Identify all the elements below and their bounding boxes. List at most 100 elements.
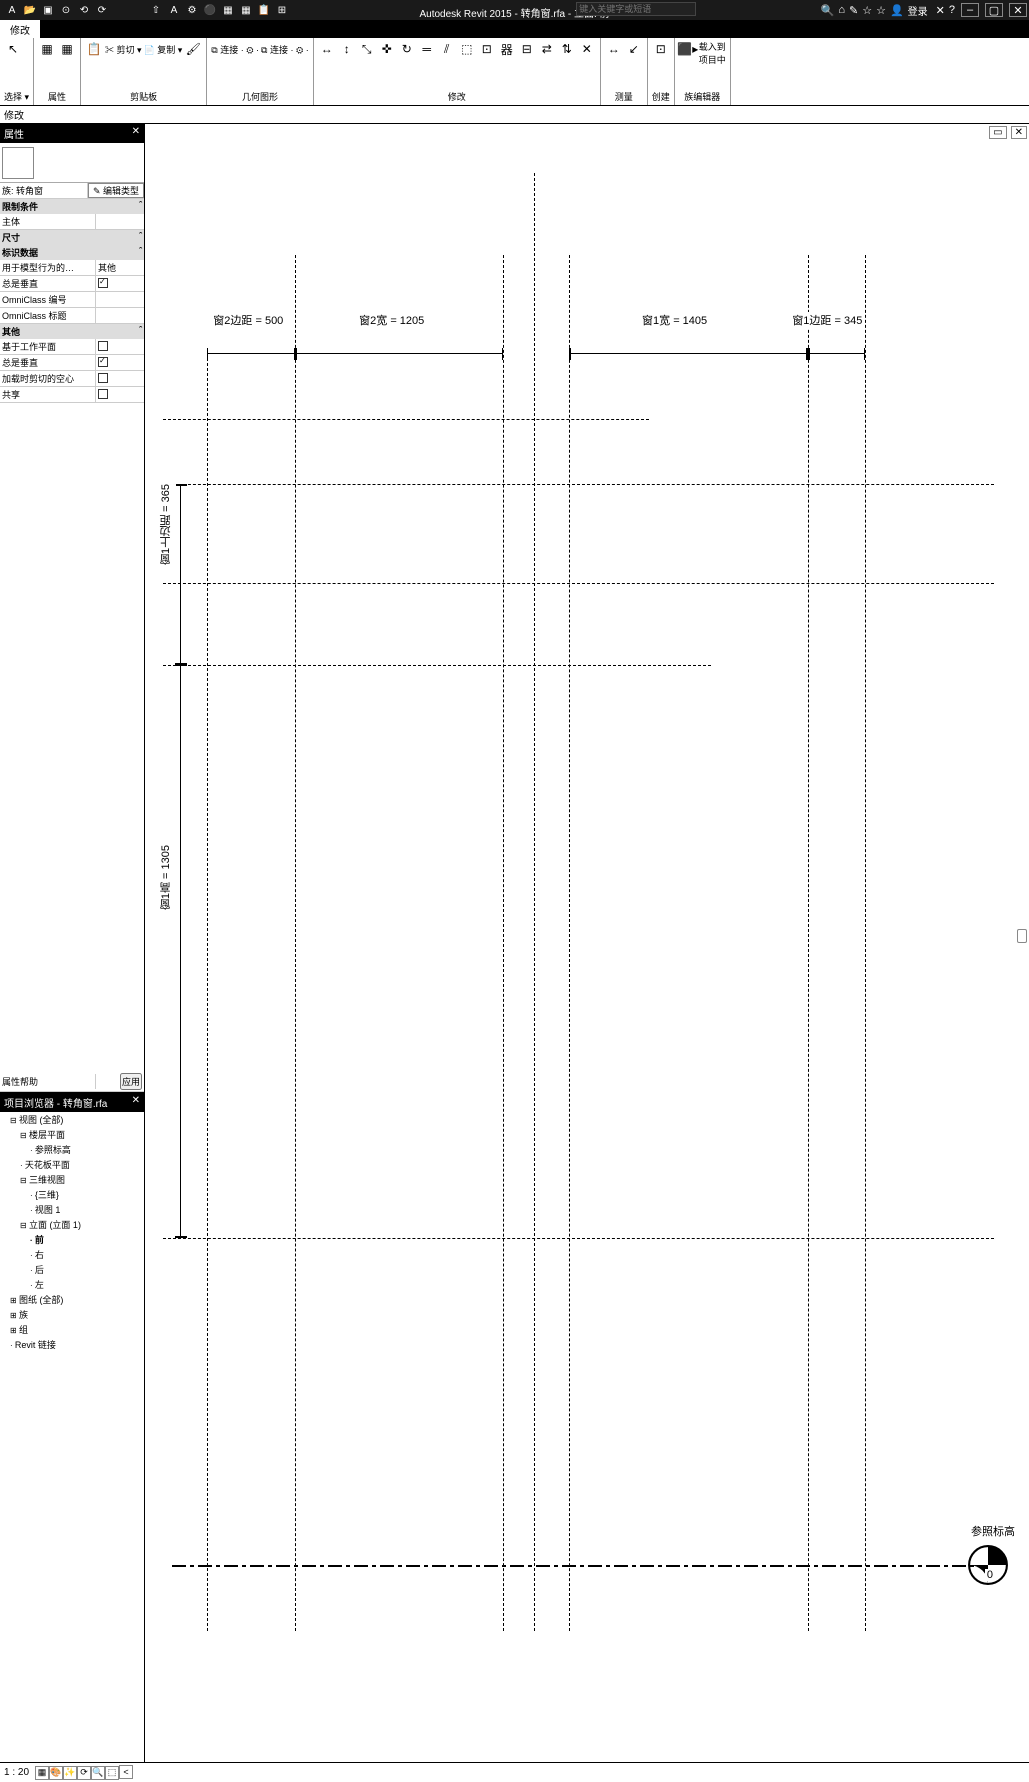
qat-button[interactable]: ▦ bbox=[220, 2, 236, 18]
property-group-header[interactable]: 限制条件ˆ bbox=[0, 199, 144, 214]
dimension-bracket[interactable] bbox=[207, 353, 295, 354]
drawing-area[interactable]: ▭✕ 参照标高 0 bbox=[145, 124, 1029, 1762]
ribbon-tool-button[interactable]: ↔ bbox=[605, 40, 623, 58]
ribbon-tool-button[interactable]: 🖌 bbox=[184, 40, 202, 58]
property-value[interactable] bbox=[96, 277, 144, 290]
ref-plane[interactable] bbox=[163, 419, 649, 420]
view-control-button[interactable]: 🔍 bbox=[91, 1766, 105, 1780]
browser-node[interactable]: 楼层平面 bbox=[20, 1127, 144, 1142]
edit-type-button[interactable]: ✎ 编辑类型 bbox=[88, 183, 144, 198]
browser-node[interactable]: 视图 (全部) bbox=[10, 1112, 144, 1127]
view-control-button[interactable]: ✨ bbox=[63, 1766, 77, 1780]
browser-node[interactable]: 三维视图 bbox=[20, 1172, 144, 1187]
dimension-label[interactable]: 窗1宽 = 1405 bbox=[640, 312, 709, 328]
browser-node[interactable]: 左 bbox=[30, 1277, 144, 1292]
property-group-header[interactable]: 其他ˆ bbox=[0, 324, 144, 339]
ribbon-tool-button[interactable]: ⬛▸ bbox=[679, 40, 697, 58]
browser-node[interactable]: {三维} bbox=[30, 1187, 144, 1202]
ribbon-tool-button[interactable]: ▦ bbox=[38, 40, 56, 58]
ribbon-tool-button[interactable]: ⊡ bbox=[652, 40, 670, 58]
level-elevation-value[interactable]: 0 bbox=[985, 1569, 995, 1581]
dimension-bracket[interactable] bbox=[569, 353, 808, 354]
dimension-label[interactable]: 窗2宽 = 1205 bbox=[357, 312, 426, 328]
ribbon-tool-button[interactable]: ✜ bbox=[378, 40, 396, 58]
load-into-project-button[interactable]: 载入到 项目中 bbox=[699, 40, 726, 66]
scroll-indicator[interactable] bbox=[1017, 929, 1027, 943]
ref-plane[interactable] bbox=[503, 255, 504, 1631]
property-value[interactable] bbox=[96, 388, 144, 402]
dimension-bracket[interactable] bbox=[180, 484, 181, 664]
ribbon-tool-button[interactable]: ↖ bbox=[4, 40, 22, 58]
qat-button[interactable]: ⊞ bbox=[274, 2, 290, 18]
view-control-button[interactable]: 🎨 bbox=[49, 1766, 63, 1780]
ref-plane[interactable] bbox=[163, 484, 994, 485]
dimension-bracket[interactable] bbox=[808, 353, 865, 354]
ref-plane[interactable] bbox=[295, 255, 296, 1631]
ribbon-tab-modify[interactable]: 修改 bbox=[0, 20, 40, 38]
qat-button[interactable]: ⚙ bbox=[184, 2, 200, 18]
qat-button[interactable]: 📂 bbox=[22, 2, 38, 18]
view-control-button[interactable]: ▦ bbox=[35, 1766, 49, 1780]
ribbon-tool-button[interactable]: ↔ bbox=[318, 40, 336, 58]
properties-close-icon[interactable]: ✕ bbox=[132, 126, 140, 141]
qat-button[interactable]: A bbox=[166, 2, 182, 18]
infocenter-icon[interactable]: 🔍 bbox=[821, 4, 835, 17]
property-value[interactable] bbox=[96, 221, 144, 223]
ribbon-tool-button[interactable]: ⇄ bbox=[538, 40, 556, 58]
infocenter-search[interactable] bbox=[576, 2, 696, 16]
qat-button[interactable] bbox=[112, 2, 128, 18]
dimension-label[interactable]: 窗1高 = 1305 bbox=[156, 845, 176, 910]
checkbox-icon[interactable] bbox=[98, 389, 108, 399]
property-value[interactable] bbox=[96, 372, 144, 386]
ref-plane[interactable] bbox=[808, 255, 809, 1631]
ribbon-tool-button[interactable]: ⇅ bbox=[558, 40, 576, 58]
checkbox-icon[interactable] bbox=[98, 341, 108, 351]
ribbon-tool-button[interactable]: ↻ bbox=[398, 40, 416, 58]
view-control-button[interactable]: ⟳ bbox=[77, 1766, 91, 1780]
ribbon-tool-button[interactable]: ⊡ bbox=[478, 40, 496, 58]
qat-button[interactable]: ▦ bbox=[238, 2, 254, 18]
qat-button[interactable]: ⟳ bbox=[94, 2, 110, 18]
sign-in-button[interactable]: ☆ bbox=[876, 4, 886, 17]
qat-button[interactable]: 📋 bbox=[256, 2, 272, 18]
ref-plane[interactable] bbox=[569, 255, 570, 1631]
level-line[interactable] bbox=[172, 1565, 985, 1567]
infocenter-icon[interactable]: 👤 bbox=[890, 4, 904, 17]
browser-node[interactable]: 前 bbox=[30, 1232, 144, 1247]
ribbon-tool-button[interactable]: ⧉ 连接 · ⚙ · bbox=[211, 40, 259, 58]
infocenter-icon[interactable]: ☆ bbox=[862, 4, 872, 17]
view-scale[interactable]: 1 : 20 bbox=[4, 1767, 29, 1778]
ribbon-tool-button[interactable]: ✕ bbox=[578, 40, 596, 58]
property-group-header[interactable]: 标识数据ˆ bbox=[0, 245, 144, 260]
infocenter-icon[interactable]: ? bbox=[949, 4, 955, 16]
qat-button[interactable]: ⇧ bbox=[148, 2, 164, 18]
sign-in-label[interactable]: 登录 bbox=[908, 3, 928, 18]
dimension-label[interactable]: 窗1上边距 = 365 bbox=[156, 484, 176, 565]
properties-help-link[interactable]: 属性帮助 bbox=[0, 1074, 96, 1089]
ribbon-tool-button[interactable]: 📄 复制 ▾ bbox=[144, 40, 183, 58]
browser-node[interactable]: 视图 1 bbox=[30, 1202, 144, 1217]
window-maximize-button[interactable]: ▢ bbox=[985, 3, 1003, 17]
dimension-bracket[interactable] bbox=[180, 665, 181, 1238]
qat-button[interactable]: ⊙ bbox=[58, 2, 74, 18]
property-value[interactable] bbox=[96, 356, 144, 369]
infocenter-icon[interactable]: ✕ bbox=[936, 4, 945, 17]
qat-button[interactable]: ⟲ bbox=[76, 2, 92, 18]
property-value[interactable] bbox=[96, 340, 144, 354]
ref-plane[interactable] bbox=[163, 665, 711, 666]
ribbon-tool-button[interactable]: ⤡ bbox=[358, 40, 376, 58]
property-value[interactable] bbox=[96, 299, 144, 301]
qat-button[interactable] bbox=[130, 2, 146, 18]
infocenter-icon[interactable]: ⌂ bbox=[838, 4, 845, 16]
dimension-bracket[interactable] bbox=[295, 353, 503, 354]
browser-node[interactable]: 组 bbox=[10, 1322, 144, 1337]
qat-button[interactable]: A bbox=[4, 2, 20, 18]
browser-node[interactable]: Revit 链接 bbox=[10, 1337, 144, 1352]
browser-node[interactable]: 参照标高 bbox=[30, 1142, 144, 1157]
ribbon-tool-button[interactable]: 器 bbox=[498, 40, 516, 58]
property-value[interactable] bbox=[96, 315, 144, 317]
ref-plane[interactable] bbox=[163, 1238, 994, 1239]
properties-apply-button[interactable]: 应用 bbox=[120, 1073, 142, 1090]
infocenter-icon[interactable]: ✎ bbox=[849, 4, 858, 17]
checkbox-icon[interactable] bbox=[98, 357, 108, 367]
